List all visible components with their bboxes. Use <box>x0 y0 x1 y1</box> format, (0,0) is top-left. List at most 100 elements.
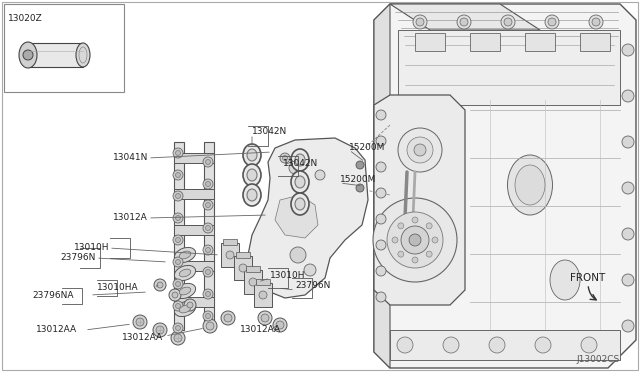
Text: 13010H: 13010H <box>270 272 305 280</box>
Circle shape <box>545 15 559 29</box>
Circle shape <box>175 151 180 155</box>
Text: J13002CS: J13002CS <box>577 356 620 365</box>
Bar <box>204 142 214 330</box>
Circle shape <box>273 318 287 332</box>
Circle shape <box>175 326 180 330</box>
Ellipse shape <box>295 176 305 188</box>
Circle shape <box>173 257 183 267</box>
Circle shape <box>622 182 634 194</box>
Circle shape <box>205 182 211 186</box>
Circle shape <box>203 289 213 299</box>
Ellipse shape <box>291 193 309 215</box>
Bar <box>174 142 184 330</box>
Circle shape <box>398 223 404 229</box>
Ellipse shape <box>179 251 191 259</box>
Text: 13010H: 13010H <box>74 243 109 251</box>
Circle shape <box>548 18 556 26</box>
Circle shape <box>407 137 433 163</box>
Circle shape <box>221 311 235 325</box>
Circle shape <box>282 155 287 160</box>
Circle shape <box>23 50 33 60</box>
Text: 13010HA: 13010HA <box>97 282 139 292</box>
Circle shape <box>376 188 386 198</box>
Circle shape <box>376 110 386 120</box>
Ellipse shape <box>291 171 309 193</box>
Circle shape <box>169 289 181 301</box>
Circle shape <box>298 158 308 168</box>
Bar <box>174 225 214 235</box>
Ellipse shape <box>174 301 196 317</box>
Circle shape <box>203 200 213 210</box>
Circle shape <box>622 136 634 148</box>
Ellipse shape <box>295 198 305 210</box>
Ellipse shape <box>174 247 196 263</box>
Circle shape <box>290 247 306 263</box>
Polygon shape <box>374 4 636 368</box>
Circle shape <box>416 18 424 26</box>
Circle shape <box>622 90 634 102</box>
Bar <box>221 243 239 267</box>
Circle shape <box>157 282 163 288</box>
Circle shape <box>205 160 211 164</box>
Ellipse shape <box>19 42 37 68</box>
Circle shape <box>259 291 267 299</box>
Circle shape <box>203 179 213 189</box>
Ellipse shape <box>295 154 305 166</box>
Circle shape <box>376 240 386 250</box>
Circle shape <box>173 191 183 201</box>
Circle shape <box>356 161 364 169</box>
Bar <box>580 33 610 51</box>
Circle shape <box>206 322 214 330</box>
Circle shape <box>173 170 183 180</box>
Text: 23796N: 23796N <box>295 282 330 291</box>
Circle shape <box>205 247 211 253</box>
Circle shape <box>376 162 386 172</box>
Circle shape <box>203 311 213 321</box>
Circle shape <box>173 323 183 333</box>
Circle shape <box>175 237 180 243</box>
Ellipse shape <box>174 266 196 280</box>
Circle shape <box>203 223 213 233</box>
Text: 13012AA: 13012AA <box>36 326 77 334</box>
Text: 15200M: 15200M <box>349 144 385 153</box>
Ellipse shape <box>76 43 90 67</box>
Circle shape <box>258 311 272 325</box>
Circle shape <box>409 234 421 246</box>
Circle shape <box>412 257 418 263</box>
Bar <box>256 279 270 285</box>
Text: 13041N: 13041N <box>113 154 148 163</box>
Circle shape <box>304 264 316 276</box>
Circle shape <box>203 157 213 167</box>
Ellipse shape <box>247 189 257 201</box>
Circle shape <box>301 160 305 166</box>
Circle shape <box>261 314 269 322</box>
Circle shape <box>426 223 432 229</box>
Circle shape <box>622 320 634 332</box>
Text: 13012AA: 13012AA <box>122 334 163 343</box>
Ellipse shape <box>243 184 261 206</box>
Polygon shape <box>248 138 368 298</box>
Bar <box>4 4 124 92</box>
Bar <box>174 297 214 307</box>
Ellipse shape <box>243 164 261 186</box>
Bar <box>236 252 250 258</box>
Text: 13012AA: 13012AA <box>240 326 281 334</box>
Circle shape <box>175 282 180 286</box>
Circle shape <box>592 18 600 26</box>
Circle shape <box>205 202 211 208</box>
Circle shape <box>153 323 167 337</box>
Circle shape <box>401 226 429 254</box>
Circle shape <box>315 170 325 180</box>
Ellipse shape <box>550 260 580 300</box>
Circle shape <box>173 148 183 158</box>
Bar <box>174 153 214 163</box>
Ellipse shape <box>179 287 191 295</box>
Circle shape <box>276 321 284 329</box>
Bar <box>254 283 272 307</box>
Ellipse shape <box>179 305 191 313</box>
Circle shape <box>581 337 597 353</box>
Text: 23796N: 23796N <box>60 253 95 263</box>
Circle shape <box>203 245 213 255</box>
Circle shape <box>457 15 471 29</box>
Bar <box>470 33 500 51</box>
